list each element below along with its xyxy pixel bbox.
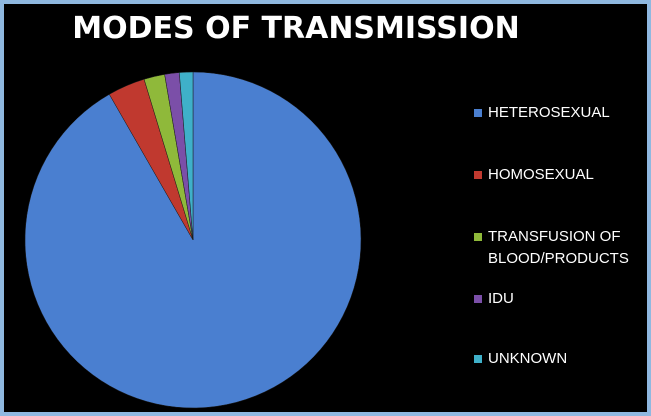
pie-slice bbox=[179, 71, 194, 241]
legend-label: IDU bbox=[488, 290, 514, 307]
legend-swatch bbox=[474, 109, 482, 117]
legend-label: UNKNOWN bbox=[488, 350, 568, 367]
legend-swatch bbox=[474, 355, 482, 363]
legend-swatch bbox=[474, 171, 482, 179]
legend-label: HOMOSEXUAL bbox=[488, 166, 594, 183]
legend-item: UNKNOWN bbox=[474, 348, 646, 370]
legend-label: HETEROSEXUAL bbox=[488, 104, 610, 121]
legend-item: HOMOSEXUAL bbox=[474, 164, 646, 186]
legend-item: HETEROSEXUAL bbox=[474, 102, 646, 124]
legend-swatch bbox=[474, 295, 482, 303]
legend-swatch bbox=[474, 233, 482, 241]
chart: MODES OF TRANSMISSION bbox=[24, 11, 520, 409]
chart-title: MODES OF TRANSMISSION bbox=[72, 11, 519, 46]
legend-label: TRANSFUSION OF BLOOD/PRODUCTS bbox=[488, 228, 629, 267]
legend-item: TRANSFUSION OF BLOOD/PRODUCTS bbox=[474, 226, 646, 270]
legend-item: IDU bbox=[474, 288, 646, 310]
